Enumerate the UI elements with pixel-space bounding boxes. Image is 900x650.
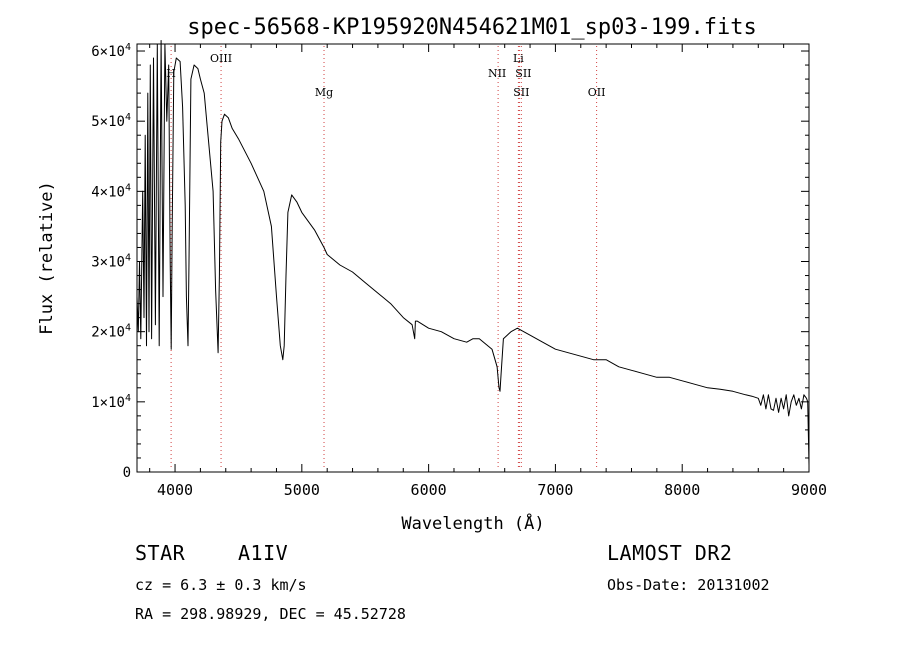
marker-label-5: SII	[515, 67, 531, 80]
obs-date: Obs-Date: 20131002	[607, 576, 770, 594]
axis-ticks: 4000 5000 6000 7000 8000 9000 0 1×104 2×104 3×104…	[91, 42, 827, 499]
marker-lines: H OIII Mg NII Li SII SII OII	[166, 46, 605, 470]
marker-label-0: H	[166, 67, 176, 80]
x-tick-label-2: 6000	[411, 481, 447, 499]
y-tick-label-6: 6×104	[91, 42, 131, 60]
x-tick-label-0: 4000	[157, 481, 193, 499]
marker-label-4: Li	[513, 52, 524, 65]
coordinates: RA = 298.98929, DEC = 45.52728	[135, 605, 406, 623]
x-axis-label: Wavelength (Å)	[401, 512, 544, 534]
series-line-flux	[136, 40, 810, 466]
y-tick-label-3: 3×104	[91, 253, 131, 271]
y-tick-label-5: 5×104	[91, 112, 131, 130]
y-tick-label-4: 4×104	[91, 182, 131, 200]
chart-title: spec-56568-KP195920N454621M01_sp03-199.f…	[187, 15, 757, 40]
x-tick-label-1: 5000	[284, 481, 320, 499]
y-tick-label-1: 1×104	[91, 393, 131, 411]
redshift-value: cz = 6.3 ± 0.3 km/s	[135, 576, 307, 594]
marker-label-6: SII	[513, 86, 529, 99]
survey-name: LAMOST DR2	[607, 541, 733, 565]
plot-frame	[136, 43, 810, 473]
y-tick-label-0: 0	[123, 465, 131, 481]
x-tick-label-4: 8000	[664, 481, 700, 499]
x-tick-label-5: 9000	[791, 481, 827, 499]
marker-label-2: Mg	[315, 86, 333, 99]
marker-label-7: OII	[588, 86, 606, 99]
x-tick-label-3: 7000	[537, 481, 573, 499]
subclass: A1IV	[238, 541, 289, 565]
object-type: STAR	[135, 541, 186, 565]
y-axis-label: Flux (relative)	[37, 181, 57, 335]
series-layer	[136, 40, 810, 466]
marker-label-3: NII	[488, 67, 506, 80]
y-tick-label-2: 2×104	[91, 323, 131, 341]
marker-label-1: OIII	[210, 52, 232, 65]
